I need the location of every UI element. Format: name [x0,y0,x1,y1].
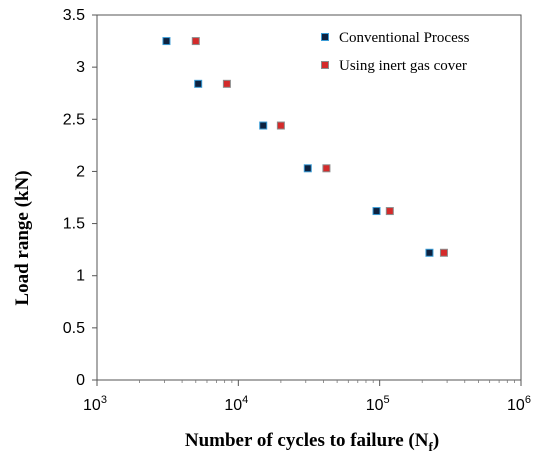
y-axis-ticks: 0 0.5 1 1.5 2 2.5 3 3.5 [63,7,97,389]
y-tick-label: 2 [76,163,85,180]
data-point-series-2 [439,248,448,257]
x-axis-title-close: ) [433,430,439,451]
y-tick-label: 0.5 [63,320,85,337]
legend: Conventional Process Using inert gas cove… [321,30,470,74]
plot-area-border [96,14,522,381]
x-tick-label: 103 [83,394,107,414]
data-point-series-1 [162,37,171,46]
y-tick-label: 3 [76,59,85,76]
y-tick-label: 1.5 [63,216,85,233]
y-axis-title: Load range (kN) [12,170,33,305]
x-axis-title: Number of cycles to failure (Nf) [185,430,439,454]
legend-label: Using inert gas cover [339,58,467,74]
data-point-series-1 [194,79,203,88]
x-axis-ticks: 103 104 105 106 [83,380,531,414]
y-tick-label: 0 [76,372,85,389]
x-axis-title-subscript: f [428,439,433,454]
data-point-series-1 [259,121,268,130]
y-tick-label: 3.5 [63,7,85,24]
y-tick-label: 2.5 [63,111,85,128]
x-tick-label: 106 [507,394,531,414]
data-point-series-2 [191,37,200,46]
data-point-series-2 [385,207,394,216]
legend-label: Conventional Process [339,30,470,46]
data-point-series-1 [372,207,381,216]
data-point-series-2 [276,121,285,130]
data-point-series-1 [303,164,312,173]
plot-frame [96,14,522,381]
data-point-series-2 [322,164,331,173]
x-tick-label: 105 [366,394,390,414]
y-tick-label: 1 [76,268,85,285]
legend-marker [321,33,329,41]
data-points [162,37,448,257]
data-point-series-1 [425,248,434,257]
legend-marker [321,61,329,69]
x-tick-label: 104 [224,394,248,414]
data-point-series-2 [222,79,231,88]
